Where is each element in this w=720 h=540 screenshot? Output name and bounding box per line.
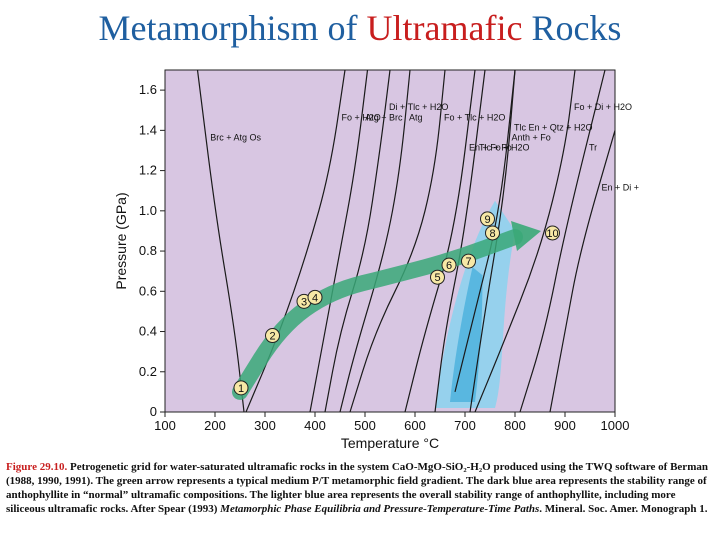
y-tick-label-6: 1.0 bbox=[139, 203, 157, 218]
point-label-8: 8 bbox=[489, 228, 495, 240]
y-tick-label-2: 0.2 bbox=[139, 364, 157, 379]
point-label-4: 4 bbox=[312, 292, 318, 304]
point-marker-10 bbox=[545, 225, 560, 241]
reaction-curve-8 bbox=[434, 69, 486, 413]
reaction-curve-10 bbox=[469, 69, 516, 413]
caption-figure-label: Figure 29.10. bbox=[6, 461, 68, 473]
y-tick-label-1: 0 bbox=[150, 404, 157, 419]
x-tick-label-6: 600 bbox=[404, 418, 426, 433]
reaction-label-10: Tlc En + Qtz + H2O bbox=[514, 122, 593, 132]
y-tick-label-4: 0.6 bbox=[139, 283, 157, 298]
point-marker-2 bbox=[265, 328, 280, 344]
point-marker-8 bbox=[485, 225, 500, 241]
point-marker-7 bbox=[461, 253, 476, 269]
x-tick-label-1: 100 bbox=[154, 418, 176, 433]
caption-text: Petrogenetic grid for water-saturated ul… bbox=[6, 461, 708, 515]
reaction-label-4: Di + Tlc + H2O bbox=[389, 102, 448, 112]
point-label-6: 6 bbox=[446, 260, 452, 272]
x-tick-label-3: 300 bbox=[254, 418, 276, 433]
reaction-curve-2 bbox=[245, 69, 346, 413]
reaction-label-12: Tr bbox=[589, 142, 597, 152]
point-marker-4 bbox=[307, 289, 323, 305]
point-marker-9 bbox=[480, 211, 495, 227]
field-gradient-arrowhead bbox=[511, 220, 541, 251]
reaction-label-3: Atg + Brc bbox=[365, 112, 403, 122]
x-tick-label-7: 700 bbox=[454, 418, 476, 433]
x-tick-label-8: 800 bbox=[504, 418, 526, 433]
reaction-curve-12 bbox=[519, 69, 606, 413]
x-tick-label-10: 1000 bbox=[601, 418, 630, 433]
y-tick-label-5: 0.8 bbox=[139, 243, 157, 258]
x-tick-label-2: 200 bbox=[204, 418, 226, 433]
x-tick-label-9: 900 bbox=[554, 418, 576, 433]
x-tick-label-5: 500 bbox=[354, 418, 376, 433]
point-label-10: 10 bbox=[546, 228, 558, 240]
reaction-label-7: En + Fo + H2O bbox=[469, 142, 530, 152]
y-tick-label-8: 1.4 bbox=[139, 122, 157, 137]
reaction-curve-5 bbox=[339, 69, 411, 413]
anthophyllite-normal-field bbox=[450, 267, 483, 402]
y-tick-label-3: 0.4 bbox=[139, 324, 157, 339]
reaction-label-1: Brc + Atg Os bbox=[210, 132, 261, 142]
title-part-3: Rocks bbox=[522, 8, 622, 48]
reaction-curve-7 bbox=[404, 69, 476, 413]
point-marker-1 bbox=[233, 380, 249, 396]
reaction-curve-9 bbox=[454, 69, 516, 393]
y-tick-label-7: 1.2 bbox=[139, 163, 157, 178]
point-label-5: 5 bbox=[434, 272, 440, 284]
title-part-1: Metamorphism of bbox=[98, 8, 367, 48]
point-label-2: 2 bbox=[269, 331, 275, 343]
title-accent-word: Ultramafic bbox=[366, 8, 523, 48]
x-tick-label-4: 400 bbox=[304, 418, 326, 433]
reaction-label-6: Fo + Tlc + H2O bbox=[444, 112, 505, 122]
point-label-1: 1 bbox=[238, 383, 244, 395]
y-axis-label: Pressure (GPa) bbox=[113, 192, 129, 289]
caption-book-title: Metamorphic Phase Equilibria and Pressur… bbox=[220, 503, 540, 515]
reaction-curve-13 bbox=[549, 130, 616, 413]
point-label-7: 7 bbox=[465, 256, 471, 268]
reaction-label-13: En + Di + Qtz + H2O bbox=[602, 183, 641, 193]
point-label-9: 9 bbox=[484, 214, 490, 226]
x-axis-label: Temperature °C bbox=[341, 435, 439, 451]
reaction-label-2: Fo + H2O bbox=[342, 112, 381, 122]
reaction-label-5: Atg bbox=[409, 112, 423, 122]
point-label-3: 3 bbox=[301, 296, 307, 308]
figure-caption: Figure 29.10. Petrogenetic grid for wate… bbox=[6, 460, 712, 516]
reaction-curve-6 bbox=[349, 69, 446, 413]
slide-title: Metamorphism of Ultramafic Rocks bbox=[0, 6, 720, 50]
reaction-label-9: Anth + Fo bbox=[512, 132, 551, 142]
caption-tail: . Mineral. Soc. Amer. Monograph 1. bbox=[539, 503, 708, 515]
point-marker-5 bbox=[430, 269, 445, 285]
plot-area bbox=[164, 69, 616, 413]
field-gradient-arrow bbox=[232, 229, 523, 400]
reaction-curve-11 bbox=[474, 69, 576, 413]
point-marker-6 bbox=[441, 257, 457, 273]
y-tick-label-9: 1.6 bbox=[139, 82, 157, 97]
reaction-label-8: Tlc + Fo bbox=[479, 142, 512, 152]
reaction-label-11: Fo + Di + H2O bbox=[574, 102, 632, 112]
